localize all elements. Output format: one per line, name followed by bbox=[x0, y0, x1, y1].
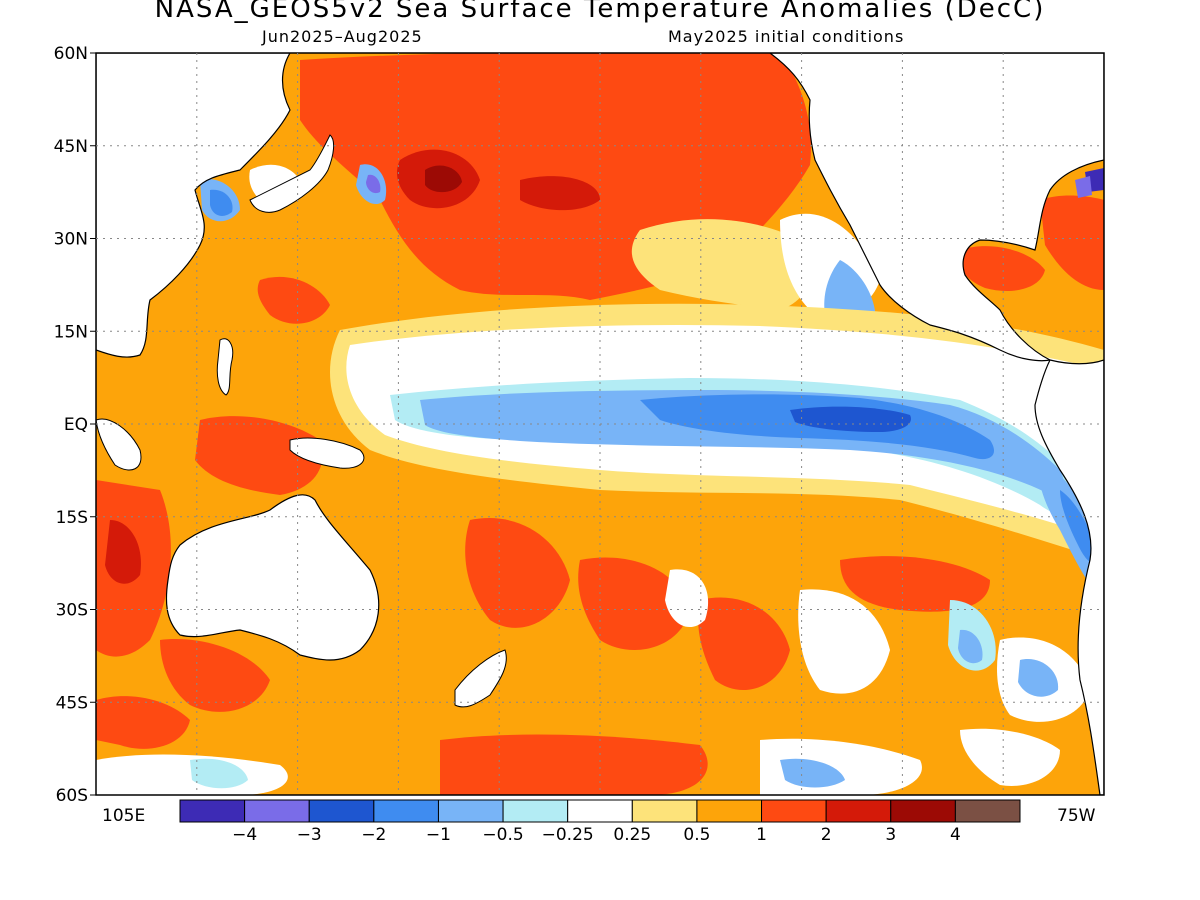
latitude-label: 60S bbox=[56, 786, 88, 806]
initial-conditions: May2025 initial conditions bbox=[668, 27, 905, 46]
latitude-label: 15N bbox=[54, 322, 88, 342]
north-america-landmass bbox=[769, 53, 1104, 362]
colorbar-swatch bbox=[502, 799, 569, 823]
colorbar-label: 2 bbox=[821, 825, 832, 845]
colorbar-swatch bbox=[437, 799, 504, 823]
colorbar-swatch bbox=[631, 799, 698, 823]
latitude-label: 60N bbox=[54, 44, 88, 64]
colorbar-label: −0.25 bbox=[542, 825, 594, 845]
latitude-label: EQ bbox=[64, 415, 88, 435]
colorbar-swatch bbox=[567, 799, 633, 823]
colorbar-label: −0.5 bbox=[482, 825, 523, 845]
latitude-label: 45N bbox=[54, 137, 88, 157]
colorbar-swatch bbox=[890, 799, 956, 823]
colorbar-label: 0.5 bbox=[683, 825, 710, 845]
map-title: NASA_GEOS5v2 Sea Surface Temperature Ano… bbox=[154, 0, 1046, 24]
colorbar-swatch bbox=[179, 799, 246, 823]
latitude-label: 30S bbox=[56, 601, 88, 621]
colorbar-label: −2 bbox=[361, 825, 386, 845]
colorbar-label: −3 bbox=[297, 825, 322, 845]
forecast-period: Jun2025–Aug2025 bbox=[262, 27, 423, 46]
colorbar-label: −1 bbox=[426, 825, 451, 845]
longitude-label-left: 105E bbox=[102, 806, 145, 826]
colorbar-swatch bbox=[308, 799, 375, 823]
colorbar-swatch bbox=[825, 799, 892, 823]
longitude-label-right: 75W bbox=[1057, 806, 1096, 826]
graticule bbox=[96, 53, 1104, 795]
colorbar-swatch bbox=[244, 799, 310, 823]
asia-landmass bbox=[96, 53, 291, 358]
latitude-label: 30N bbox=[54, 230, 88, 250]
australia-landmass bbox=[165, 494, 380, 661]
colorbar-swatch bbox=[373, 799, 439, 823]
colorbar-swatch bbox=[954, 799, 1021, 823]
colorbar-swatch bbox=[696, 799, 763, 823]
colorbar-label: 0.25 bbox=[613, 825, 651, 845]
colorbar-swatch bbox=[761, 799, 827, 823]
colorbar-label: 4 bbox=[950, 825, 961, 845]
colorbar-label: 1 bbox=[756, 825, 767, 845]
latitude-labels: 60N 45N 30N 15N EQ 15S 30S 45S 60S bbox=[54, 44, 96, 806]
latitude-label: 15S bbox=[56, 508, 88, 528]
latitude-label: 45S bbox=[56, 693, 88, 713]
colorbar-label: 3 bbox=[885, 825, 896, 845]
colorbar-label: −4 bbox=[232, 825, 257, 845]
colorbar-legend: −4 −3 −2 −1 −0.5 −0.25 0.25 0.5 1 2 3 4 bbox=[179, 799, 1021, 845]
